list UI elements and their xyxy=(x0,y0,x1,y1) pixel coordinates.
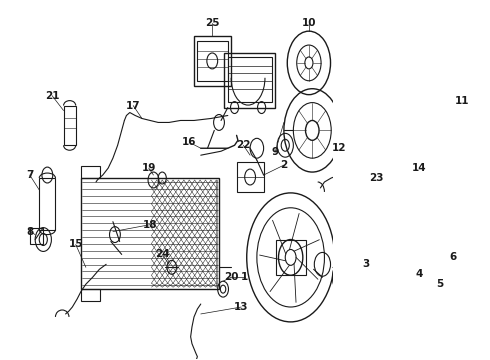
Text: 18: 18 xyxy=(143,220,157,230)
Text: 1: 1 xyxy=(241,272,248,282)
Text: 9: 9 xyxy=(271,147,279,157)
Bar xyxy=(224,53,275,108)
Bar xyxy=(64,105,76,145)
Text: 20: 20 xyxy=(224,272,239,282)
Bar xyxy=(81,289,100,301)
Text: 2: 2 xyxy=(280,160,288,170)
Bar xyxy=(30,228,43,243)
Text: 7: 7 xyxy=(26,170,33,180)
Text: 3: 3 xyxy=(363,259,370,269)
Text: 15: 15 xyxy=(69,239,83,249)
Text: 22: 22 xyxy=(236,140,250,150)
Text: 8: 8 xyxy=(26,226,33,237)
Bar xyxy=(276,239,306,275)
Bar xyxy=(441,103,466,130)
Bar xyxy=(237,162,264,192)
Text: 21: 21 xyxy=(45,91,59,101)
Text: 4: 4 xyxy=(416,269,423,279)
Text: 16: 16 xyxy=(182,137,196,147)
Bar xyxy=(39,178,55,230)
Bar xyxy=(81,166,100,178)
Text: 5: 5 xyxy=(436,279,443,289)
Text: 12: 12 xyxy=(332,143,346,153)
Text: 10: 10 xyxy=(302,18,316,28)
Text: 19: 19 xyxy=(142,163,156,173)
Text: 24: 24 xyxy=(155,249,170,260)
Text: 25: 25 xyxy=(205,18,220,28)
Text: 14: 14 xyxy=(412,163,426,173)
Text: 6: 6 xyxy=(449,252,457,262)
Text: 23: 23 xyxy=(369,173,384,183)
Bar xyxy=(197,41,228,81)
Text: 11: 11 xyxy=(455,96,469,105)
Bar xyxy=(194,36,231,86)
Bar xyxy=(81,178,219,289)
Text: 17: 17 xyxy=(126,100,141,111)
Text: 13: 13 xyxy=(234,302,248,312)
Bar xyxy=(228,57,272,102)
